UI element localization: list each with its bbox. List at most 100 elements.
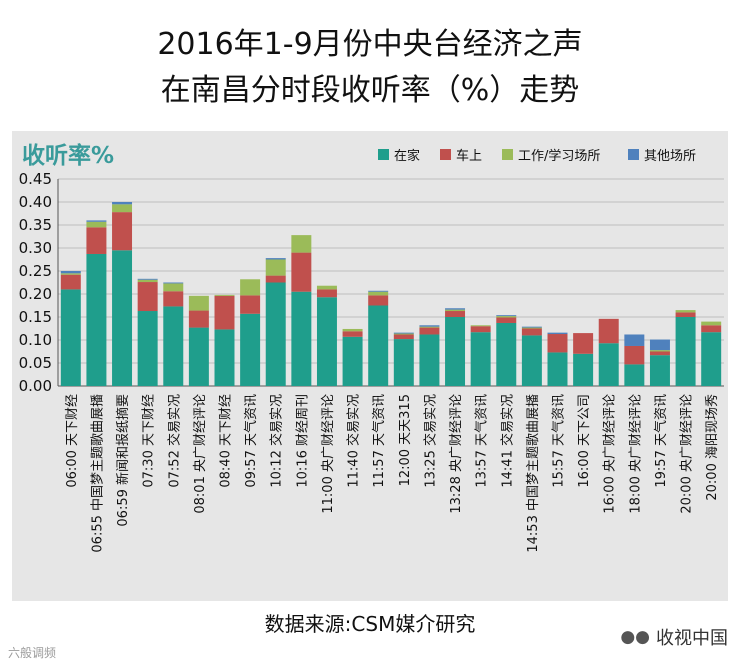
x-tick-label: 10:12 交易实况 xyxy=(269,394,285,488)
bar-segment-car xyxy=(86,227,107,254)
bar-segment-home xyxy=(214,329,235,386)
x-tick-label: 11:57 天气资讯 xyxy=(371,394,387,488)
x-tick-label: 07:52 交易实况 xyxy=(166,394,182,488)
bar-segment-other xyxy=(624,334,645,346)
x-tick-label: 18:00 央广财经评论 xyxy=(628,394,643,514)
bar-segment-work xyxy=(701,321,722,326)
bar-segment-home xyxy=(419,334,440,386)
y-tick-label: 0.35 xyxy=(19,216,52,234)
legend-item-work: 工作/学习场所 xyxy=(502,145,600,164)
bar-segment-other xyxy=(86,220,107,222)
bar-segment-work xyxy=(368,291,389,296)
bar-segment-work xyxy=(163,283,184,292)
chart-title-line1: 2016年1-9月份中央台经济之声 xyxy=(157,27,583,62)
bar-segment-other xyxy=(445,308,466,310)
x-tick-label: 10:16 财经周刊 xyxy=(295,394,310,488)
bar-segment-car xyxy=(342,331,363,337)
bar-segment-home xyxy=(393,339,414,386)
y-tick-label: 0.15 xyxy=(19,308,52,326)
bar-segment-car xyxy=(112,212,133,251)
bar-segment-home xyxy=(60,289,81,386)
bar-segment-home xyxy=(701,332,722,386)
watermark-right-text: 收视中国 xyxy=(656,628,728,649)
legend-label-work: 工作/学习场所 xyxy=(518,149,601,164)
bar-segment-other xyxy=(649,339,670,351)
x-tick-label: 19:57 天气资讯 xyxy=(653,394,669,488)
y-tick-label: 0.30 xyxy=(19,239,52,257)
bar-segment-home xyxy=(624,364,645,386)
bar-segment-work xyxy=(86,221,107,228)
bar-segment-home xyxy=(598,343,619,386)
bar-segment-other xyxy=(393,332,414,334)
bar-segment-car xyxy=(368,295,389,306)
x-tick-label: 08:40 天下财经 xyxy=(219,394,234,488)
watermark-left: 六般调频 xyxy=(8,644,56,661)
bar-segment-other xyxy=(137,278,158,280)
x-tick-label: 06:00 天下财经 xyxy=(65,394,80,488)
bar-segment-car xyxy=(701,325,722,333)
bar-segment-car xyxy=(137,282,158,312)
bar-segment-car xyxy=(60,274,81,290)
bar-segment-car xyxy=(649,351,670,356)
x-tick-label: 11:40 交易实况 xyxy=(346,394,362,488)
bar-segment-car xyxy=(291,252,312,292)
bar-segment-car xyxy=(214,295,235,330)
bar-segment-car xyxy=(265,275,286,283)
bar-segment-other xyxy=(368,290,389,292)
bar-segment-home xyxy=(265,282,286,386)
bar-segment-car xyxy=(573,333,594,354)
bar-segment-work xyxy=(265,259,286,276)
chart-title-line2: 在南昌分时段收听率（%）走势 xyxy=(160,73,580,108)
bar-segment-car xyxy=(393,334,414,340)
bar-segment-home xyxy=(291,291,312,386)
bar-segment-car xyxy=(675,312,696,317)
x-tick-label: 08:01 央广财经评论 xyxy=(193,394,208,514)
legend-label-car: 车上 xyxy=(456,149,483,164)
x-tick-label: 20:00 央广财经评论 xyxy=(680,394,695,514)
bar-segment-home xyxy=(163,306,184,386)
bar-segment-other xyxy=(496,315,517,317)
bar-segment-home xyxy=(316,297,337,386)
bar-segment-work xyxy=(393,333,414,335)
bar-segment-home xyxy=(445,317,466,386)
bar-segment-car xyxy=(470,326,491,333)
wechat-icon: ●● xyxy=(620,627,650,647)
bar-segment-home xyxy=(112,250,133,386)
bar-segment-car xyxy=(624,345,645,365)
y-tick-label: 0.45 xyxy=(19,170,52,188)
bar-segment-work xyxy=(419,326,440,328)
legend-label-other: 其他场所 xyxy=(644,149,697,164)
bar-segment-other xyxy=(547,332,568,335)
x-tick-label: 16:00 天下公司 xyxy=(577,394,592,488)
bar-segment-car xyxy=(188,310,209,328)
bar-segment-home xyxy=(86,253,107,386)
y-tick-label: 0.10 xyxy=(19,331,52,349)
bar-segment-car xyxy=(598,318,619,344)
bar-segment-car xyxy=(521,328,542,336)
bar-segment-work xyxy=(316,285,337,290)
x-tick-label: 14:41 交易实况 xyxy=(499,394,515,488)
bar-segment-other xyxy=(163,282,184,284)
watermark-left-text: 六般调频 xyxy=(8,646,57,660)
y-tick-label: 0.20 xyxy=(19,285,52,303)
bar-segment-car xyxy=(496,317,517,323)
bar-segment-home xyxy=(649,355,670,386)
bar-segment-home xyxy=(496,322,517,386)
legend-swatch-work xyxy=(502,149,513,160)
bar-segment-other xyxy=(265,258,286,260)
x-tick-label: 13:25 交易实况 xyxy=(422,394,438,488)
x-tick-label: 16:00 央广财经评论 xyxy=(603,394,618,514)
bar-segment-work xyxy=(521,327,542,329)
bar-segment-car xyxy=(547,334,568,353)
x-tick-label: 06:55 中国梦主题歌曲展播 xyxy=(90,394,105,553)
legend-item-other: 其他场所 xyxy=(628,145,696,164)
bar-segment-work xyxy=(112,204,133,213)
bar-segment-other xyxy=(112,202,133,205)
bar-segment-home xyxy=(137,311,158,386)
y-tick-label: 0.25 xyxy=(19,262,52,280)
bar-segment-car xyxy=(419,327,440,335)
bar-segment-home xyxy=(573,353,594,386)
bar-segment-work xyxy=(240,279,261,296)
legend-swatch-other xyxy=(628,149,639,160)
bar-segment-work xyxy=(470,325,491,327)
